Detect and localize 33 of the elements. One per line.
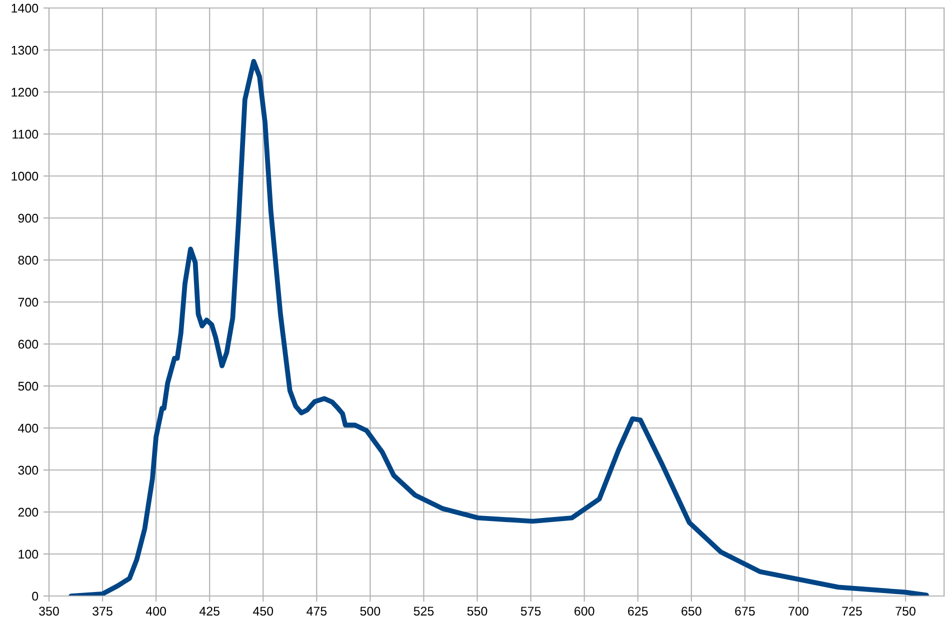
x-tick-label: 500 bbox=[360, 606, 380, 616]
x-tick-label: 575 bbox=[520, 606, 541, 616]
x-tick-label: 400 bbox=[146, 606, 166, 616]
x-tick-label: 625 bbox=[628, 606, 648, 616]
y-tick-label: 300 bbox=[18, 466, 38, 475]
y-tick-label: 1200 bbox=[12, 88, 38, 97]
y-tick-label: 200 bbox=[18, 508, 38, 517]
y-tick-label: 1000 bbox=[12, 172, 38, 181]
x-tick-label: 600 bbox=[574, 606, 594, 616]
x-tick-label: 700 bbox=[788, 606, 808, 616]
x-tick-label: 675 bbox=[735, 606, 755, 616]
y-tick-label: 1400 bbox=[12, 4, 38, 13]
y-tick-label: 1100 bbox=[12, 130, 38, 139]
y-tick-label: 1300 bbox=[12, 46, 38, 55]
x-tick-label: 725 bbox=[842, 606, 862, 616]
x-tick-label: 375 bbox=[92, 606, 112, 616]
x-tick-label: 650 bbox=[682, 606, 702, 616]
y-tick-label: 800 bbox=[18, 256, 38, 265]
x-tick-label: 750 bbox=[896, 606, 916, 616]
y-tick-label: 100 bbox=[18, 550, 38, 559]
x-tick-label: 425 bbox=[199, 606, 220, 616]
x-tick-label: 525 bbox=[414, 606, 434, 616]
y-tick-label: 600 bbox=[18, 340, 38, 349]
x-tick-label: 350 bbox=[39, 606, 59, 616]
y-tick-label: 500 bbox=[18, 382, 38, 391]
x-tick-label: 550 bbox=[467, 606, 488, 616]
y-tick-label: 700 bbox=[18, 298, 38, 307]
line-series bbox=[68, 58, 929, 596]
x-tick-label: 450 bbox=[252, 606, 274, 616]
y-tick-label: 0 bbox=[32, 592, 38, 601]
y-tick-label: 900 bbox=[18, 214, 38, 223]
y-tick-label: 400 bbox=[18, 424, 38, 433]
x-tick-label: 475 bbox=[306, 606, 327, 616]
